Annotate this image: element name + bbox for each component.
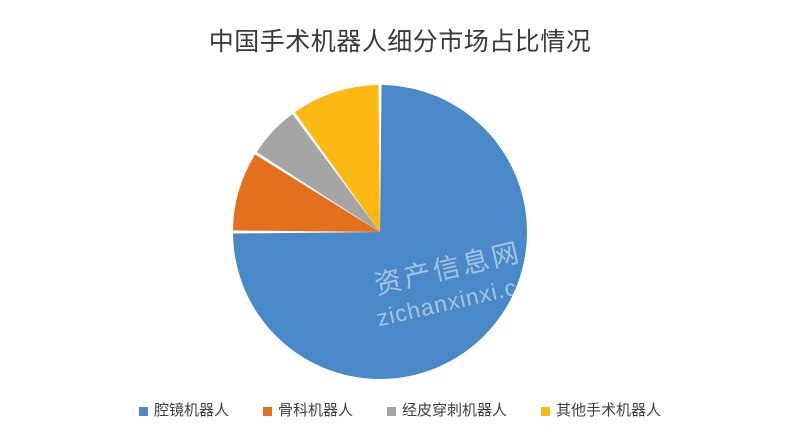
legend-label-1: 腔镜机器人 — [153, 402, 229, 419]
pie-slice-3[interactable] — [256, 113, 380, 232]
legend-swatch-blue — [138, 406, 148, 416]
chart-legend: 腔镜机器人 骨科机器人 经皮穿刺机器人 其他手术机器人 — [0, 402, 800, 420]
chart-title: 中国手术机器人细分市场占比情况 — [208, 28, 592, 56]
pie-slice-2[interactable] — [233, 154, 380, 232]
legend-label-4: 其他手术机器人 — [556, 402, 662, 419]
legend-label-3: 经皮穿刺机器人 — [402, 402, 508, 419]
pie-slice-4[interactable] — [294, 85, 380, 232]
legend-item-3[interactable]: 经皮穿刺机器人 — [387, 402, 507, 420]
legend-item-4[interactable]: 其他手术机器人 — [541, 402, 661, 420]
pie-svg — [233, 85, 528, 380]
pie-slice-1[interactable] — [233, 85, 528, 380]
legend-swatch-yellow — [541, 406, 551, 416]
legend-item-1[interactable]: 腔镜机器人 — [138, 402, 229, 420]
legend-swatch-gray — [387, 406, 396, 416]
pie-slices-group — [233, 85, 528, 380]
pie-plot-area: 资产信息网 千 zichanxinxi.c — [233, 85, 528, 380]
legend-swatch-orange — [262, 406, 272, 416]
legend-label-2: 骨科机器人 — [277, 402, 353, 419]
legend-item-2[interactable]: 骨科机器人 — [262, 402, 353, 420]
